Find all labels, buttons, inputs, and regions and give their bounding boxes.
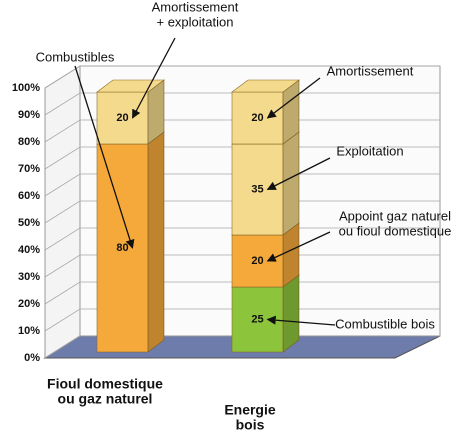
- grid-line: [44, 200, 440, 224]
- annotation-arrow: [74, 65, 135, 249]
- grid-line: [44, 254, 440, 278]
- bar-side-shade: [283, 223, 299, 287]
- y-tick-label: 20%: [18, 298, 40, 310]
- annotations: Fioul domestique ou gaz naturel Energie boi…: [36, 0, 452, 432]
- y-tick-label: 10%: [18, 325, 40, 337]
- y-tick-label: 0%: [24, 352, 40, 364]
- y-tick-label: 100%: [12, 82, 40, 94]
- grid-line: [44, 308, 440, 332]
- y-tick-label: 60%: [18, 190, 40, 202]
- bar-side-shade: [283, 132, 299, 235]
- y-tick-label: 90%: [18, 109, 40, 121]
- grid-line: [44, 227, 440, 251]
- legend-label: Combustible bois: [335, 316, 435, 331]
- grid-line: [44, 65, 440, 89]
- grid-line: [44, 92, 440, 116]
- bar-side-shade: [283, 275, 299, 352]
- value-label: 35: [251, 183, 263, 195]
- value-label: 80: [116, 242, 128, 254]
- bar-top: [231, 79, 300, 93]
- value-label: 20: [251, 255, 263, 267]
- value-label: 20: [251, 112, 263, 124]
- legend-label: Combustibles: [36, 49, 115, 64]
- annotation-arrow: [266, 77, 321, 119]
- y-tick-label: 30%: [18, 271, 40, 283]
- bar-side-shade: [148, 132, 164, 352]
- x-tick-label: Fioul domestique ou gaz naturel: [47, 375, 163, 406]
- grid-line: [44, 173, 440, 197]
- grid-line: [44, 146, 440, 170]
- legend-label: Amortissement + exploitation: [152, 0, 239, 30]
- bar-segment: [96, 143, 149, 353]
- legend-label: Exploitation: [336, 143, 403, 158]
- annotation-arrow: [266, 315, 336, 326]
- grid-line: [44, 119, 440, 143]
- y-tick-label: 80%: [18, 136, 40, 148]
- value-label: 20: [116, 112, 128, 124]
- y-tick-label: 40%: [18, 244, 40, 256]
- value-label: 25: [251, 313, 263, 325]
- bar-side-shade: [148, 80, 164, 144]
- annotation-arrow: [266, 157, 331, 191]
- y-tick-label: 70%: [18, 163, 40, 175]
- legend-label: Appoint gaz naturel ou fioul domestique: [339, 209, 452, 239]
- grid-line: [44, 335, 440, 359]
- x-tick-label: Energie bois: [224, 401, 276, 432]
- grid-line: [44, 281, 440, 305]
- y-tick-label: 50%: [18, 217, 40, 229]
- grid: 0% 10% 20% 30% 40% 50% 60% 70% 80% 90% 100%: [12, 65, 440, 364]
- annotation-arrow: [266, 231, 331, 262]
- bar-side-shade: [283, 80, 299, 144]
- legend-label: Amortissement: [327, 63, 414, 78]
- annotation-arrow: [131, 37, 176, 119]
